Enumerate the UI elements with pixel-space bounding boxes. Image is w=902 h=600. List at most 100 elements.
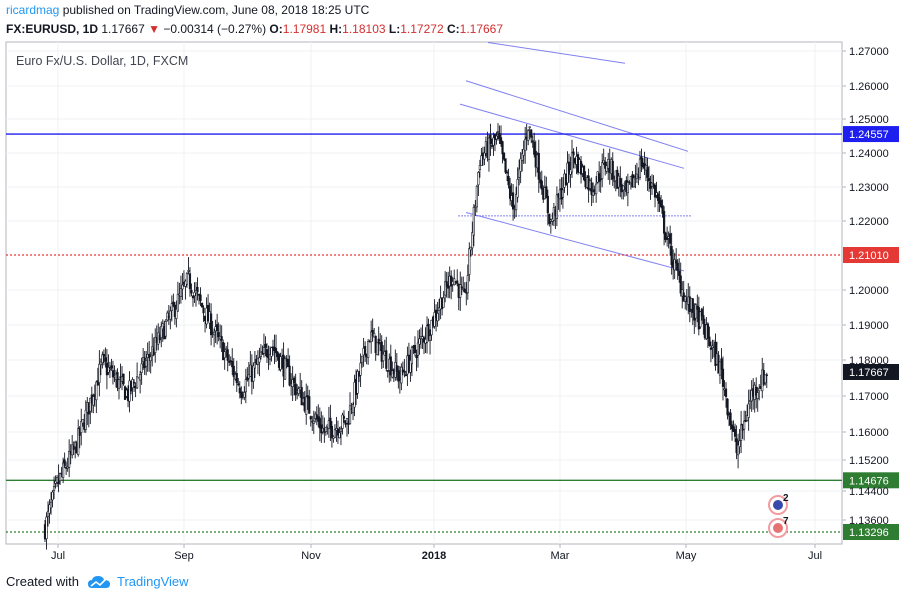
candle-body: [81, 419, 84, 424]
candle-body: [329, 417, 332, 429]
candle-body: [72, 445, 75, 450]
candle-body: [548, 213, 551, 224]
chart-legend: Euro Fx/U.S. Dollar, 1D, FXCM: [16, 54, 189, 68]
candle-body: [673, 259, 676, 271]
event-badge[interactable]: 2: [768, 493, 789, 515]
candle-body: [496, 131, 500, 134]
candle-body: [740, 424, 743, 441]
candle-body: [293, 377, 296, 383]
candle-body: [181, 284, 184, 290]
candle-body: [148, 354, 151, 359]
candle-body: [428, 335, 432, 342]
candle-body: [489, 134, 492, 145]
candle-body: [101, 354, 104, 363]
candle-body: [360, 355, 364, 364]
candle-body: [243, 392, 246, 398]
price-tick-label: 1.15200: [849, 455, 889, 467]
candle-body: [330, 425, 334, 439]
candle-body: [647, 178, 651, 182]
candle-body: [744, 420, 747, 423]
flag-icon: [773, 500, 783, 510]
candle-body: [595, 183, 598, 195]
candle-body: [63, 459, 66, 466]
candle-body: [185, 272, 189, 285]
candle-body: [237, 383, 240, 386]
candle-body: [367, 341, 370, 358]
candle-body: [646, 167, 649, 178]
tradingview-link[interactable]: TradingView: [116, 574, 189, 589]
candle-body: [666, 237, 669, 240]
candle-body: [210, 313, 213, 336]
candle-body: [460, 286, 463, 289]
candle-body: [131, 379, 134, 388]
candle-body: [472, 207, 475, 236]
candle-body: [117, 379, 121, 389]
candle-body: [468, 248, 471, 275]
price-tick-label: 1.26000: [849, 81, 889, 93]
candle-body: [691, 298, 694, 313]
time-tick-label: Jul: [808, 550, 822, 562]
candle-body: [531, 140, 534, 143]
candle-body: [537, 152, 540, 180]
candle-body: [111, 370, 115, 378]
candle-body: [653, 184, 657, 198]
candle-body: [268, 354, 272, 360]
candle-body: [188, 273, 192, 290]
candle-body: [132, 381, 136, 384]
candle-body: [469, 246, 472, 251]
candle-body: [400, 366, 403, 384]
candle-body: [679, 275, 682, 294]
candle-body: [376, 341, 379, 356]
price-tick-label: 1.17000: [849, 391, 889, 403]
time-tick-label: May: [676, 550, 697, 562]
level-label: 1.13296: [849, 527, 889, 539]
candle-body: [700, 308, 703, 317]
low-label: L:: [388, 22, 401, 36]
candle-body: [52, 486, 56, 491]
candle-body: [747, 403, 750, 418]
candle-body: [385, 350, 388, 369]
time-tick-label: Mar: [551, 550, 570, 562]
candle-body: [57, 478, 60, 484]
candle-body: [533, 142, 536, 155]
candle-body: [604, 161, 607, 169]
low-value: 1.17272: [400, 22, 444, 36]
price-tick-label: 1.24000: [849, 148, 889, 160]
candle-body: [738, 440, 741, 447]
candle-body: [99, 361, 102, 366]
event-count: 7: [783, 516, 789, 527]
trendline: [465, 212, 685, 272]
candle-body: [312, 420, 315, 424]
candle-body: [430, 319, 433, 336]
candle-body: [364, 346, 367, 355]
last-price-box: [843, 363, 899, 380]
candle-body: [200, 303, 204, 308]
candle-body: [527, 130, 530, 141]
candle-body: [80, 421, 83, 433]
candle-body: [755, 386, 758, 396]
candle-body: [661, 205, 664, 214]
price-tick-label: 1.16000: [849, 427, 889, 439]
candle-body: [287, 359, 290, 368]
candle-body: [196, 286, 199, 293]
candle-body: [709, 347, 713, 350]
candle-body: [409, 360, 412, 373]
time-tick-label: Sep: [174, 550, 194, 562]
candle-body: [336, 428, 340, 436]
event-badge[interactable]: 7: [768, 516, 789, 538]
price-change: −0.00314 (−0.27%): [163, 22, 267, 36]
candle-body: [92, 396, 95, 406]
candle-body: [175, 308, 178, 319]
candle-body: [95, 381, 98, 401]
candle-body: [508, 185, 512, 199]
candle-body: [45, 516, 48, 540]
candle-body: [382, 353, 385, 362]
level-label-box: [843, 126, 899, 143]
candle-body: [427, 323, 430, 340]
candle-body: [370, 331, 373, 342]
candle-body: [540, 180, 543, 190]
author-link[interactable]: ricardmag: [6, 3, 60, 17]
candle-body: [389, 356, 392, 376]
event-badges[interactable]: 27: [768, 493, 789, 538]
